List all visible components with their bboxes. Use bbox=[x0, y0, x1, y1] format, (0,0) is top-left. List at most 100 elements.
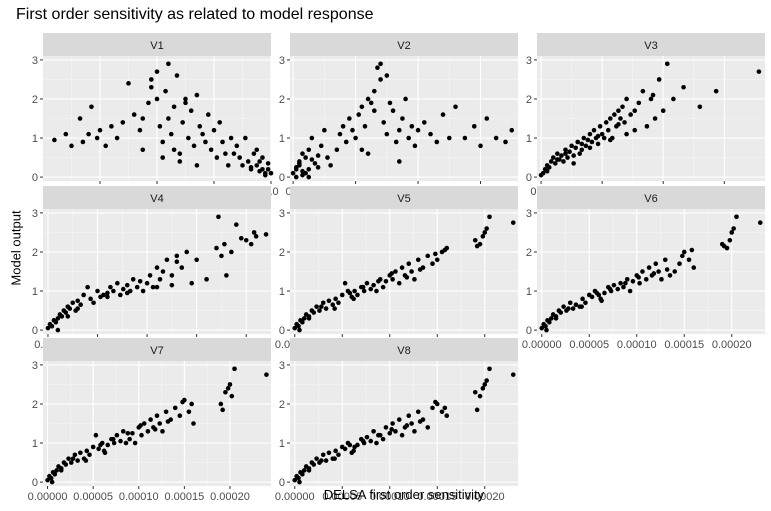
x-tick-label: 0.00005 bbox=[322, 491, 362, 503]
data-point bbox=[243, 237, 249, 243]
data-point bbox=[471, 124, 477, 129]
data-point bbox=[757, 220, 763, 225]
data-point bbox=[227, 382, 233, 387]
data-point bbox=[390, 277, 395, 282]
data-point bbox=[141, 421, 147, 426]
data-point bbox=[145, 429, 151, 434]
data-point bbox=[300, 172, 305, 178]
x-tick-label: 0.00000 bbox=[28, 491, 68, 503]
data-point bbox=[163, 409, 169, 415]
y-tick-label: 2 bbox=[32, 94, 38, 106]
data-point bbox=[160, 429, 165, 434]
data-point bbox=[317, 308, 322, 313]
data-point bbox=[484, 116, 490, 121]
data-point bbox=[137, 278, 143, 284]
data-point bbox=[140, 147, 146, 153]
data-point bbox=[166, 116, 171, 121]
data-point bbox=[214, 245, 219, 251]
data-point bbox=[184, 249, 190, 255]
data-point bbox=[598, 296, 603, 302]
y-axis-label: Model output bbox=[8, 210, 24, 286]
y-tick-label: 1 bbox=[32, 133, 38, 145]
facet-strip-label: V8 bbox=[397, 345, 410, 357]
data-point bbox=[565, 155, 570, 160]
data-point bbox=[245, 159, 251, 164]
data-point bbox=[336, 452, 341, 458]
data-point bbox=[194, 163, 200, 168]
y-tick-label: 0 bbox=[32, 325, 38, 337]
data-point bbox=[219, 253, 224, 259]
data-point bbox=[480, 386, 486, 391]
data-point bbox=[646, 265, 652, 270]
data-point bbox=[484, 226, 489, 231]
data-point bbox=[579, 304, 584, 309]
data-point bbox=[322, 127, 327, 133]
x-tick-label: 0.00010 bbox=[119, 491, 159, 503]
data-point bbox=[415, 257, 421, 263]
data-point bbox=[624, 277, 630, 282]
data-point bbox=[160, 269, 166, 274]
data-point bbox=[197, 124, 203, 129]
data-point bbox=[580, 296, 585, 302]
data-point bbox=[223, 151, 228, 156]
data-point bbox=[359, 147, 365, 153]
data-point bbox=[397, 159, 402, 164]
data-point bbox=[543, 323, 548, 329]
y-tick-label: 0 bbox=[279, 477, 285, 489]
data-point bbox=[296, 323, 301, 329]
data-point bbox=[118, 292, 123, 298]
data-point bbox=[171, 104, 177, 110]
data-point bbox=[131, 112, 137, 117]
data-point bbox=[94, 135, 100, 141]
y-tick-label: 1 bbox=[526, 286, 532, 298]
data-point bbox=[97, 127, 103, 133]
data-point bbox=[616, 108, 621, 113]
facet-strip bbox=[43, 186, 271, 209]
data-point bbox=[359, 104, 365, 110]
data-point bbox=[309, 157, 315, 162]
data-point bbox=[607, 286, 613, 292]
x-tick-label: 0.00020 bbox=[465, 491, 505, 503]
data-point bbox=[204, 277, 209, 282]
data-point bbox=[115, 280, 120, 286]
data-point bbox=[231, 151, 237, 156]
data-point bbox=[130, 430, 135, 436]
data-point bbox=[186, 409, 192, 415]
data-point bbox=[425, 425, 431, 430]
data-point bbox=[77, 116, 83, 121]
data-point bbox=[371, 282, 376, 288]
x-tick-label: 0.00015 bbox=[664, 339, 704, 351]
y-tick-label: 2 bbox=[279, 247, 285, 259]
data-point bbox=[605, 127, 611, 133]
y-tick-label: 2 bbox=[526, 247, 532, 259]
data-point bbox=[301, 316, 307, 321]
data-point bbox=[368, 286, 374, 292]
data-point bbox=[643, 277, 649, 282]
data-point bbox=[433, 251, 438, 257]
data-point bbox=[636, 275, 641, 280]
data-point bbox=[575, 139, 581, 145]
data-point bbox=[150, 284, 156, 290]
data-point bbox=[559, 153, 564, 158]
data-point bbox=[48, 475, 54, 481]
facet-strip-label: V4 bbox=[150, 193, 163, 205]
data-point bbox=[229, 249, 234, 255]
data-point bbox=[677, 261, 682, 266]
data-point bbox=[87, 452, 92, 458]
data-point bbox=[539, 325, 545, 331]
data-point bbox=[644, 124, 650, 129]
data-point bbox=[430, 405, 435, 411]
data-point bbox=[120, 120, 126, 125]
data-point bbox=[49, 479, 55, 485]
data-point bbox=[412, 143, 418, 149]
data-point bbox=[339, 292, 345, 298]
data-point bbox=[160, 155, 165, 160]
data-point bbox=[225, 386, 231, 391]
y-tick-label: 1 bbox=[32, 438, 38, 450]
data-point bbox=[183, 96, 188, 102]
data-point bbox=[238, 235, 244, 241]
data-point bbox=[365, 96, 371, 102]
data-point bbox=[319, 458, 324, 463]
